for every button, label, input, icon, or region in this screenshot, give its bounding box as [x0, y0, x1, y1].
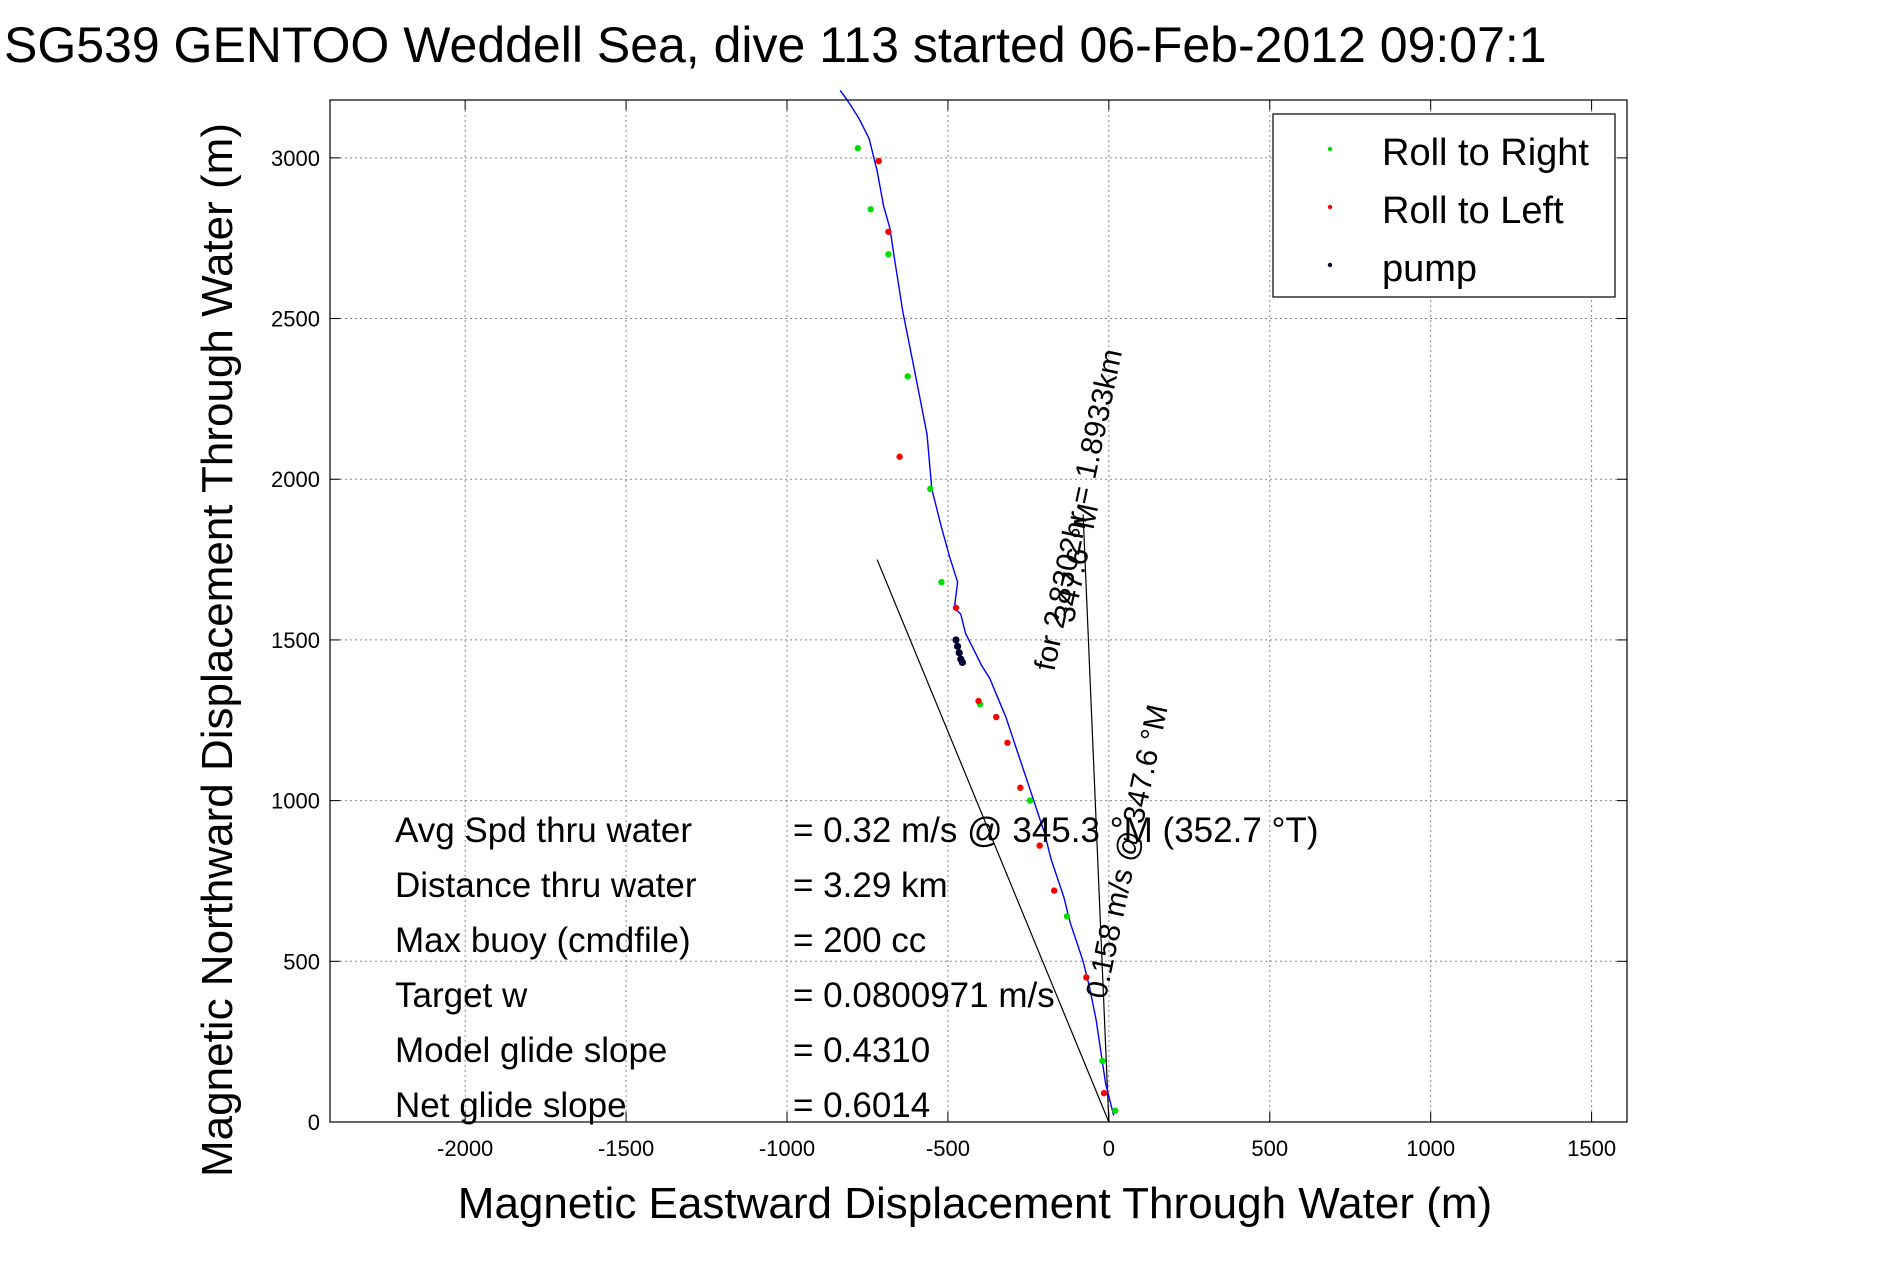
plot-frame — [329, 99, 1628, 1123]
roll-left-point — [1036, 842, 1043, 849]
roll-left-point — [975, 697, 982, 705]
stat-label: Model glide slope — [395, 1031, 667, 1070]
stat-label: Target w — [395, 976, 528, 1015]
y-tick-label: 2000 — [271, 467, 320, 492]
roll-right-point — [854, 145, 862, 152]
stat-value: = 0.0800971 m/s — [793, 976, 1055, 1015]
y-tick-label: 1500 — [271, 628, 320, 653]
x-tick-label: 0 — [1103, 1136, 1115, 1161]
roll-right-point — [927, 485, 934, 493]
legend-marker — [1327, 262, 1333, 268]
heading-line — [1082, 514, 1110, 1123]
pump-point — [955, 649, 963, 657]
roll-left-point — [885, 228, 892, 235]
x-tick-label: 500 — [1251, 1136, 1288, 1161]
roll-right-point — [885, 251, 892, 258]
pump-point — [958, 658, 967, 667]
plot-lines — [839, 89, 1115, 1123]
stat-label: Net glide slope — [395, 1086, 627, 1125]
roll-left-point — [1100, 1089, 1108, 1097]
pump-point — [952, 636, 960, 644]
roll-right-point — [1099, 1057, 1106, 1065]
legend-label: Roll to Left — [1382, 190, 1564, 232]
plot-marks — [854, 145, 1119, 1114]
legend: Roll to Right Roll to Left pump — [1272, 113, 1616, 298]
roll-left-point — [875, 157, 882, 165]
roll-left-point — [993, 713, 1000, 721]
roll-left-point — [952, 604, 960, 611]
track-line — [839, 89, 1115, 1116]
y-tick-label: 1000 — [271, 789, 320, 814]
roll-left-point — [896, 453, 903, 460]
chart-title: SG539 GENTOO Weddell Sea, dive 113 start… — [4, 17, 1547, 73]
roll-left-point — [1083, 974, 1090, 981]
x-tick-label: 1500 — [1567, 1136, 1616, 1161]
roll-left-point — [1017, 784, 1024, 791]
heading-line — [876, 559, 1110, 1123]
stat-value: = 0.32 m/s @ 345.3 °M (352.7 °T) — [793, 811, 1319, 850]
stat-label: Max buoy (cmdfile) — [395, 921, 691, 960]
roll-right-point — [1112, 1107, 1119, 1114]
x-tick-label: 1000 — [1406, 1136, 1455, 1161]
y-tick-label: 2500 — [271, 307, 320, 332]
x-tick-label: -2000 — [437, 1136, 493, 1161]
roll-left-point — [1050, 887, 1058, 894]
roll-right-point — [1026, 797, 1034, 804]
roll-right-point — [938, 578, 945, 586]
axis-ticks: -2000 -1500 -1000 -500 0 500 1000 1500 0 500 1000 1… — [271, 100, 1627, 1161]
roll-right-point — [904, 373, 911, 380]
stat-value: = 0.4310 — [793, 1031, 930, 1070]
x-axis-label: Magnetic Eastward Displacement Through W… — [458, 1179, 1492, 1228]
pump-point — [953, 642, 962, 650]
stat-label: Distance thru water — [395, 866, 697, 905]
x-tick-label: -1500 — [598, 1136, 654, 1161]
x-tick-label: -500 — [926, 1136, 970, 1161]
legend-marker — [1327, 204, 1333, 210]
y-axis-label: Magnetic Northward Displacement Through … — [193, 123, 242, 1177]
legend-label: Roll to Right — [1382, 132, 1589, 174]
legend-label: pump — [1382, 248, 1477, 290]
stats-block: Avg Spd thru water = 0.32 m/s @ 345.3 °M … — [395, 811, 1319, 1125]
stat-value: = 0.6014 — [793, 1086, 930, 1125]
x-tick-label: -1000 — [759, 1136, 815, 1161]
stat-value: = 200 cc — [793, 921, 926, 960]
stat-value: = 3.29 km — [793, 866, 948, 905]
roll-right-point — [867, 206, 874, 213]
roll-left-point — [1004, 739, 1011, 746]
stat-label: Avg Spd thru water — [395, 811, 692, 850]
y-tick-label: 3000 — [271, 146, 320, 171]
legend-marker — [1327, 146, 1333, 152]
roll-right-point — [1063, 913, 1071, 920]
y-tick-label: 500 — [283, 949, 320, 974]
y-tick-label: 0 — [308, 1110, 320, 1135]
